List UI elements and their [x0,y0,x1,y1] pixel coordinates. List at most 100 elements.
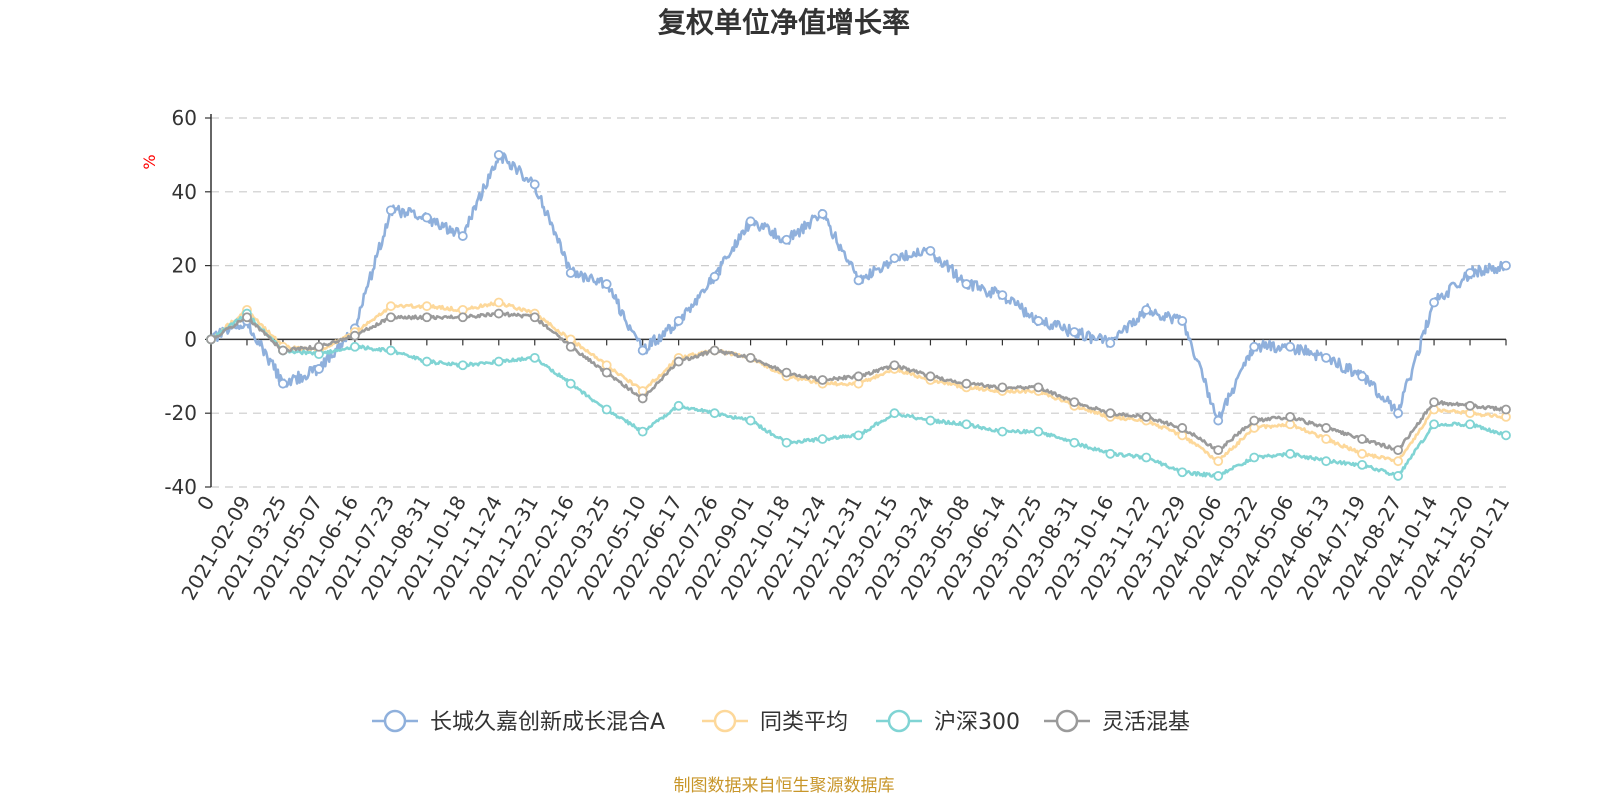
series-point [457,312,468,323]
series-point [1465,400,1475,411]
series-point [1213,415,1224,426]
series-point [709,408,720,419]
series-point [1033,316,1044,326]
series-point [1213,471,1224,481]
series-point [565,378,576,389]
series-point [1177,467,1188,478]
series-point [1141,411,1152,422]
series-point [1501,260,1511,271]
series-point [1213,445,1224,456]
series-point [925,371,936,382]
series-point [709,345,720,356]
series-point [1393,456,1403,467]
series-point [314,341,324,352]
series-point [637,426,648,437]
series-point [673,316,684,326]
y-tick-label: 60 [172,106,197,130]
series-point [278,345,288,356]
series-point [1429,397,1439,408]
series-point [817,434,828,444]
series-point [349,330,360,341]
y-tick-label: 0 [184,327,197,351]
series-point [925,245,936,256]
legend-label: 灵活混基 [1102,710,1190,735]
series-point [278,378,288,389]
series-point [637,345,648,356]
series-point [853,275,864,286]
series-point [1177,423,1188,433]
x-tick-label: 0 [192,492,219,515]
series-point [421,312,432,323]
legend-swatch-marker [713,709,737,733]
series-point [709,271,720,282]
y-tick-label: 20 [172,254,197,278]
series-point [385,205,396,216]
series-point [385,345,396,356]
legend-label: 长城久嘉创新成长混合A [430,710,665,735]
series-point [242,312,252,323]
series-point [349,341,360,352]
series-point [493,308,504,319]
series-point [1357,371,1368,382]
series-point [1105,448,1116,459]
series-point [1033,382,1044,393]
series-point [1105,408,1116,419]
series-point [1465,268,1475,278]
series-point [853,371,864,382]
series-point [1249,452,1260,463]
series-point [637,393,648,404]
series-point [1429,419,1439,430]
series-point [1321,456,1332,467]
series-point [457,231,468,241]
y-tick-label: -20 [164,401,197,425]
series-point [1069,437,1080,448]
series-point [1321,352,1332,363]
series-point [781,234,792,245]
y-axis-unit: % [140,154,159,169]
series-point [1393,445,1403,456]
series-point [385,312,396,323]
series-point [1321,434,1332,444]
series-point [529,352,540,363]
series-point [961,378,972,389]
legend-label: 沪深300 [934,710,1020,735]
series-point [601,367,612,378]
series-point [1357,448,1368,459]
series-point [1069,397,1080,408]
series-point [1393,471,1403,481]
series-point [1285,341,1296,352]
series-point [1393,408,1403,419]
series-point [421,212,432,223]
series-point [853,430,864,441]
legend-swatch-marker [887,709,911,733]
chart-title: 复权单位净值增长率 [658,6,910,39]
series-point [1357,434,1368,444]
series-point [565,341,576,352]
series-point [529,179,540,190]
series-point [745,216,756,227]
series-lines [206,149,1511,481]
series-point [1285,448,1296,459]
y-tick-label: 40 [172,180,197,204]
series-point [925,415,936,426]
series-point [1141,452,1152,463]
series-point [961,279,972,289]
series-point [493,149,504,160]
series-point [1033,426,1044,437]
series-point [1501,404,1511,415]
series-point [565,268,576,278]
legend: 长城久嘉创新成长混合A 同类平均 沪深300 灵活混基 [372,709,1190,735]
series-point [1357,459,1368,470]
series-point [961,419,972,430]
series-point [889,408,900,419]
series-point [601,404,612,415]
series-point [1249,415,1260,426]
series-point [817,209,828,219]
series-point [1069,327,1080,337]
series-point [673,356,684,367]
series-point [1177,316,1188,326]
series-point [781,437,792,448]
series-point [601,279,612,289]
